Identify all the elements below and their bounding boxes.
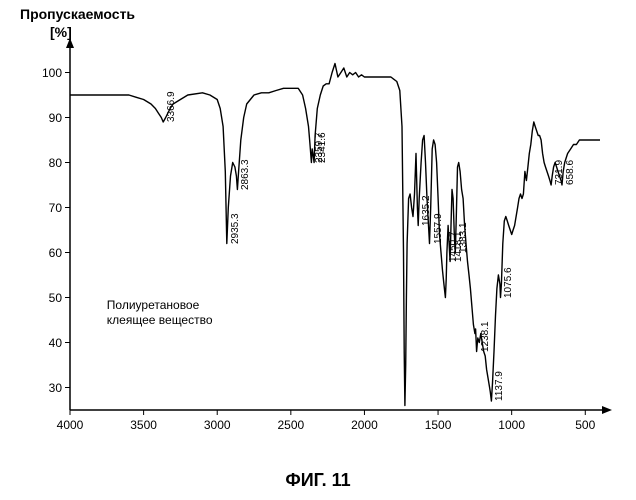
peak-label: 1557.9 bbox=[433, 213, 444, 244]
figure-caption: ФИГ. 11 bbox=[0, 470, 636, 491]
peak-label: 2863.3 bbox=[240, 159, 251, 190]
peak-label: 2935.3 bbox=[230, 213, 241, 244]
legend-text: Полиуретановое клеящее вещество bbox=[107, 298, 213, 328]
legend-line2: клеящее вещество bbox=[107, 313, 213, 327]
y-tick-label: 80 bbox=[32, 156, 62, 170]
x-tick-label: 2500 bbox=[271, 418, 311, 432]
y-tick-label: 60 bbox=[32, 246, 62, 260]
peak-label: 1635.2 bbox=[421, 195, 432, 226]
peak-label: 1137.9 bbox=[494, 371, 505, 401]
peak-label: 1383.1 bbox=[458, 222, 469, 253]
y-tick-label: 30 bbox=[32, 381, 62, 395]
chart-svg bbox=[0, 0, 636, 460]
y-tick-label: 90 bbox=[32, 111, 62, 125]
x-tick-label: 3000 bbox=[197, 418, 237, 432]
legend-line1: Полиуретановое bbox=[107, 298, 199, 312]
y-tick-label: 100 bbox=[32, 66, 62, 80]
peak-label: 1075.6 bbox=[503, 267, 514, 298]
y-tick-label: 70 bbox=[32, 201, 62, 215]
ir-spectrum-figure: Пропускаемость [%] 30405060708090100 400… bbox=[0, 0, 636, 500]
peak-label: 2341.6 bbox=[317, 132, 328, 163]
y-tick-label: 40 bbox=[32, 336, 62, 350]
y-tick-label: 50 bbox=[32, 291, 62, 305]
peak-label: 658.6 bbox=[565, 160, 576, 185]
peak-label: 1238.1 bbox=[480, 321, 491, 352]
x-tick-label: 500 bbox=[565, 418, 605, 432]
x-tick-label: 1500 bbox=[418, 418, 458, 432]
peak-label: 731.9 bbox=[554, 160, 565, 185]
x-tick-label: 2000 bbox=[344, 418, 384, 432]
x-tick-label: 1000 bbox=[492, 418, 532, 432]
x-tick-label: 4000 bbox=[50, 418, 90, 432]
x-tick-label: 3500 bbox=[124, 418, 164, 432]
peak-label: 3366.9 bbox=[166, 91, 177, 122]
